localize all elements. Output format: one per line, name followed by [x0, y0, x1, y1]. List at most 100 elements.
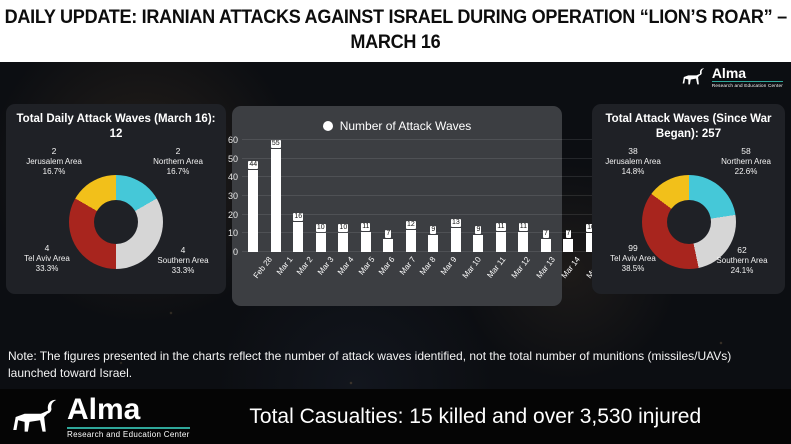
gridline — [242, 176, 625, 178]
bar — [473, 235, 484, 252]
pie-value: 38 — [628, 145, 638, 156]
bar-column: 11 — [355, 140, 378, 252]
pie-value: 58 — [741, 145, 751, 156]
gridline — [242, 157, 625, 159]
bar — [248, 169, 259, 252]
bar-value-label: 7 — [385, 229, 392, 238]
bar-column: 11 — [512, 140, 535, 252]
bar-value-label: 10 — [315, 224, 326, 233]
pie-value: 2 — [51, 145, 57, 156]
legend-label: Number of Attack Waves — [339, 119, 472, 133]
pie-label-jerusalem: 38 Jerusalem Area 14.8% — [598, 146, 668, 177]
attack-waves-bar-panel: Number of Attack Waves 60 50 40 30 20 10 0 44 5… — [228, 106, 632, 306]
legend-dot-icon — [322, 121, 333, 131]
bar-column: 7 — [535, 140, 558, 252]
y-tick-label: 0 — [232, 247, 238, 257]
daily-waves-panel: Total Daily Attack Waves (March 16): 12 … — [6, 104, 226, 294]
bars-container: 44551610101171291391111771012 — [242, 140, 625, 252]
daily-waves-title: Total Daily Attack Waves (March 16): 12 — [16, 113, 216, 140]
bar — [360, 231, 371, 252]
y-tick-label: 10 — [227, 228, 238, 239]
pie-value: 4 — [180, 245, 186, 256]
note-text: Note: The figures presented in the chart… — [8, 349, 732, 380]
pie-value: 2 — [175, 145, 181, 156]
plot-wrap: 44551610101171291391111771012 — [242, 139, 625, 252]
pie-percent: 22.6% — [734, 166, 758, 176]
bar-value-label: 11 — [518, 222, 529, 231]
pie-area-name: Tel Aviv Area — [610, 253, 656, 263]
bar-column: 7 — [557, 140, 580, 252]
bar-value-label: 16 — [293, 213, 304, 222]
total-waves-title: Total Attack Waves (Since War Began): 25… — [605, 113, 772, 140]
bar — [405, 229, 416, 252]
pie-percent: 33.3% — [171, 265, 195, 275]
bar-value-label: 11 — [361, 222, 371, 231]
bar-column: 10 — [310, 140, 333, 252]
pie-value: 4 — [44, 243, 50, 254]
bar — [315, 233, 326, 252]
gridline — [242, 213, 625, 215]
pie-percent: 33.3% — [35, 263, 59, 273]
pie-label-tel-aviv: 99 Tel Aviv Area 38.5% — [598, 243, 668, 274]
alma-logo-name: Alma — [711, 65, 747, 81]
donut-hole — [94, 199, 138, 244]
bar-value-label: 44 — [248, 160, 259, 169]
bar-column: 12 — [400, 140, 423, 252]
alma-logo-subtitle: Research and Education Center — [67, 426, 190, 439]
bar — [495, 231, 506, 252]
y-tick-label: 60 — [227, 135, 238, 145]
pie-area-name: Northern Area — [721, 156, 771, 166]
gridline — [242, 139, 625, 140]
bar-column: 16 — [287, 140, 310, 252]
bar-column: 9 — [422, 140, 445, 252]
page-title-line2: MARCH 16 — [350, 32, 441, 53]
pie-percent: 38.5% — [621, 263, 645, 273]
plot-area: 44551610101171291391111771012 Feb 28Mar … — [242, 139, 632, 292]
donut-hole — [666, 199, 711, 244]
pie-area-name: Northern Area — [153, 156, 203, 166]
bar — [338, 233, 349, 252]
page-title-line1: DAILY UPDATE: IRANIAN ATTACKS AGAINST IS… — [4, 7, 787, 29]
bar-value-label: 7 — [543, 229, 549, 238]
pie-label-tel-aviv: 4 Tel Aviv Area 33.3% — [12, 243, 82, 274]
y-tick-label: 40 — [227, 172, 238, 183]
pie-percent: 24.1% — [730, 265, 754, 275]
bar — [563, 238, 574, 252]
bar — [293, 222, 304, 252]
y-tick-label: 20 — [227, 209, 238, 220]
bar-value-label: 7 — [565, 229, 572, 238]
pie-area-name: Jerusalem Area — [26, 156, 82, 166]
casualties-text: Total Casualties: 15 killed and over 3,5… — [249, 404, 702, 428]
pie-area-name: Jerusalem Area — [605, 156, 661, 166]
pie-label-southern: 4 Southern Area 33.3% — [146, 245, 220, 276]
bar-value-label: 12 — [405, 220, 416, 229]
pie-label-northern: 2 Northern Area 16.7% — [140, 146, 216, 177]
goat-icon — [682, 68, 704, 85]
gridline — [242, 195, 625, 196]
bar-value-label: 9 — [430, 226, 437, 235]
alma-logo-large: Alma Research and Education Center — [10, 392, 190, 439]
bar — [540, 238, 551, 252]
bar-column: 10 — [332, 140, 355, 252]
pie-value: 99 — [628, 243, 638, 254]
pie-value: 62 — [737, 245, 747, 256]
pie-area-name: Southern Area — [157, 255, 209, 265]
bar — [585, 233, 596, 252]
pie-label-northern: 58 Northern Area 22.6% — [711, 146, 781, 177]
alma-logo-name: Alma — [67, 392, 141, 426]
alma-logo-subtitle: Research and Education Center — [711, 81, 783, 88]
alma-logo-small: Alma Research and Education Center — [681, 66, 783, 88]
goat-icon — [13, 399, 57, 432]
bar — [450, 227, 461, 252]
bar-value-label: 10 — [586, 224, 596, 233]
bar-column: 13 — [445, 140, 468, 252]
attack-waves-bar-chart: 60 50 40 30 20 10 0 44 55 16 10 10 11 7 12 9 13 9 11 11 7 7 1… — [228, 135, 632, 292]
pie-percent: 14.8% — [621, 166, 645, 176]
bar-column: 7 — [377, 140, 400, 252]
y-tick-label: 30 — [227, 191, 238, 201]
pie-label-jerusalem: 2 Jerusalem Area 16.7% — [16, 146, 92, 177]
pie-percent: 16.7% — [166, 166, 190, 176]
bar-column: 9 — [467, 140, 490, 252]
bar-column: 44 — [242, 140, 265, 252]
